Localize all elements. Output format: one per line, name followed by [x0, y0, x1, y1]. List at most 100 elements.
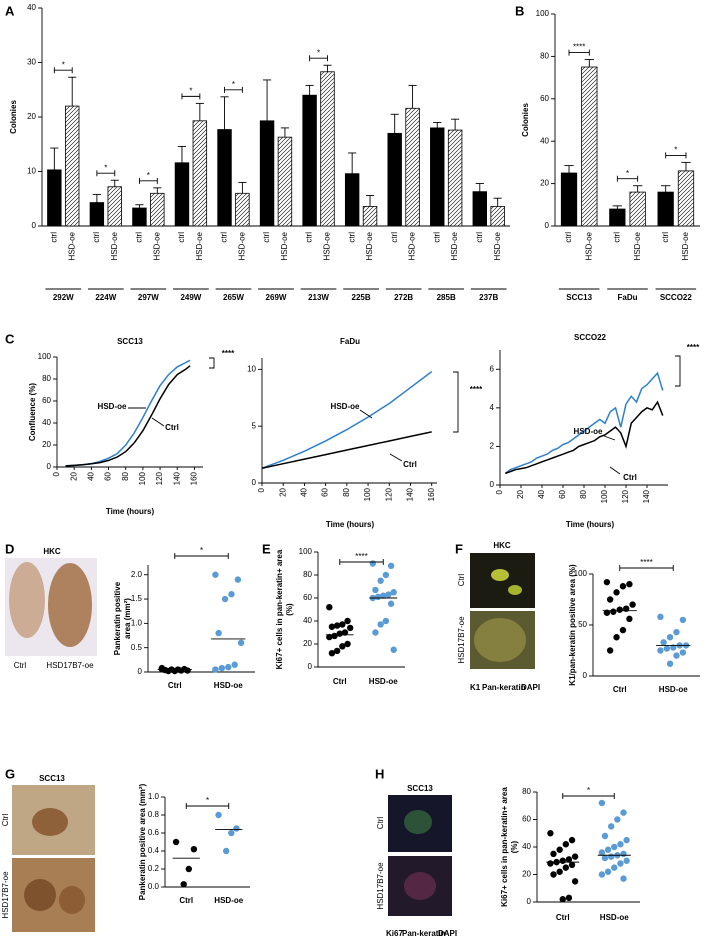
x-tick-label: 160 [427, 487, 436, 501]
y-tick-label: 40 [522, 842, 531, 851]
y-axis-label: area (mm²) [123, 598, 132, 639]
data-point [215, 629, 222, 637]
bar [609, 208, 626, 227]
significance-bracket [309, 55, 328, 62]
bar [629, 191, 646, 227]
x-tick-label: Ctrl [333, 677, 347, 686]
bar [235, 192, 250, 227]
significance-bracket [224, 86, 243, 93]
data-point [657, 647, 664, 654]
data-point [212, 666, 219, 673]
series-label: Ctrl [403, 460, 417, 469]
bar [490, 205, 505, 227]
data-point [190, 846, 198, 853]
bar [217, 129, 232, 227]
bar-label: ctrl [177, 232, 186, 243]
significance-bracket [138, 177, 158, 184]
x-axis-label: Time (hours) [326, 520, 375, 529]
series-label: HSD-oe [574, 427, 603, 436]
significance-bracket [181, 93, 201, 100]
group-label: 297W [138, 293, 159, 302]
data-point [565, 894, 573, 902]
data-point [382, 617, 390, 625]
panel-letter: F [455, 541, 463, 556]
bar [657, 191, 674, 227]
data-point [571, 878, 579, 885]
bar-label: ctrl [49, 232, 58, 243]
bar [387, 132, 402, 227]
data-point [606, 596, 614, 603]
stain-label: Pan-keratin [402, 929, 446, 938]
bar-label: ctrl [347, 232, 356, 243]
data-point [657, 613, 664, 621]
data-point [619, 583, 627, 590]
significance: * [317, 48, 320, 57]
significance: * [626, 169, 629, 178]
data-point [571, 853, 579, 860]
series-line [504, 371, 664, 475]
series-label: HSD-oe [98, 402, 127, 411]
y-axis-label: Colonies [521, 103, 530, 137]
significance: **** [687, 343, 700, 352]
x-tick-label: HSD-oe [659, 685, 688, 694]
group-label: 213W [308, 293, 329, 302]
series-label: Ctrl [623, 473, 637, 482]
significance-bracket [675, 355, 681, 387]
data-point [547, 830, 554, 837]
data-point [619, 626, 627, 634]
data-point [559, 857, 566, 864]
bar-label: ctrl [564, 232, 573, 243]
y-tick-label: 5 [252, 421, 257, 430]
panel-letter: E [262, 541, 271, 556]
data-point [611, 864, 618, 871]
bar-label: ctrl [262, 232, 271, 243]
y-axis-label: Pankeratin positive area (mm²) [138, 783, 147, 900]
stain-label: Pan-keratin [482, 683, 526, 692]
bar [430, 127, 445, 227]
group-label: 265W [223, 293, 244, 302]
panel-letter: H [375, 766, 384, 781]
image-title: HKC [43, 547, 61, 556]
bar [107, 186, 122, 227]
x-tick-label: 40 [537, 489, 546, 498]
significance: **** [573, 43, 585, 52]
x-tick-label: 40 [86, 471, 95, 480]
x-tick-label: Ctrl [179, 896, 193, 905]
tissue [32, 808, 68, 836]
x-axis-label: Time (hours) [566, 520, 615, 529]
leader-line [609, 466, 621, 475]
data-point [218, 664, 226, 672]
panel-letter: D [5, 541, 14, 556]
x-tick-label: 80 [121, 471, 130, 480]
y-tick-label: 40 [27, 3, 36, 12]
bar-label: ctrl [305, 232, 314, 243]
y-tick-label: 80 [540, 52, 549, 61]
bar [47, 169, 62, 227]
data-point [177, 667, 185, 674]
y-tick-label: 0 [47, 462, 52, 471]
y-axis-label: (%) [510, 840, 519, 853]
data-point [382, 571, 390, 579]
bar [405, 107, 420, 227]
data-point [601, 854, 609, 862]
data-point [626, 581, 633, 588]
x-tick-label: HSD-oe [600, 913, 629, 922]
data-point [390, 646, 397, 653]
panel-letter: B [515, 3, 524, 18]
y-tick-label: 100 [574, 569, 588, 578]
data-point [341, 629, 349, 636]
tissue [474, 618, 526, 662]
bar-label: ctrl [390, 232, 399, 243]
y-tick-label: 20 [540, 179, 549, 188]
data-point [620, 850, 627, 858]
bar-label: HSD-oe [67, 231, 76, 260]
data-point [550, 871, 557, 878]
data-point [603, 578, 611, 586]
data-point [598, 799, 606, 807]
image-label: Ctrl [1, 814, 10, 827]
data-point [613, 634, 620, 641]
data-point [556, 868, 563, 875]
bar-label: HSD-oe [152, 231, 161, 260]
y-axis-label: Ki67+ cells in pan-keratin+ area [500, 787, 509, 907]
